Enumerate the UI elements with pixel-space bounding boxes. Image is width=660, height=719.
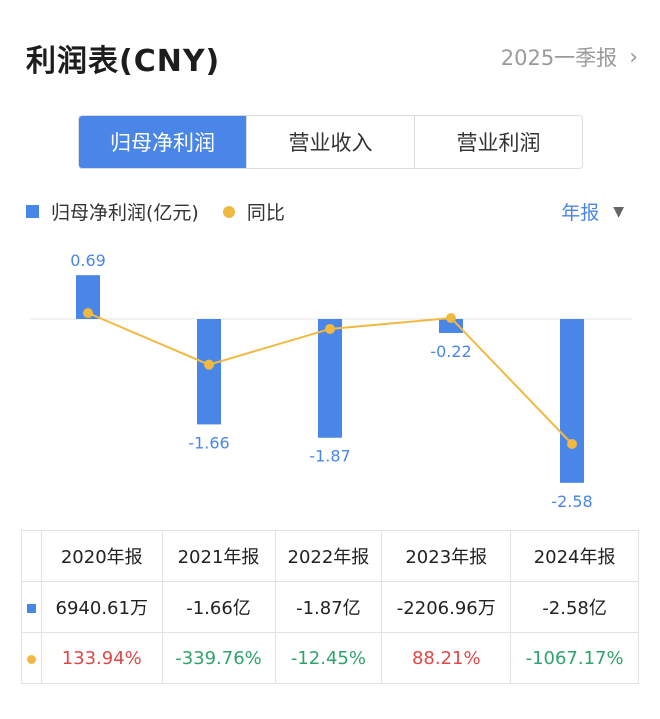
bar [439,319,463,333]
table-cell: -1.66亿 [161,581,276,633]
page-title: 利润表(CNY) [26,44,221,79]
bar-legend-square-icon [26,205,39,218]
table-cell: -1.87亿 [274,581,383,633]
table-header-row: 2020年报 2021年报 2022年报 2023年报 2024年报 [21,530,639,582]
bar-data-label: 0.69 [70,251,106,270]
yoy-point [204,359,214,370]
bar-data-label: -0.22 [430,342,471,361]
table-cell: -339.76% [161,632,276,684]
bar-data-label: -1.66 [188,433,229,452]
chevron-right-icon: › [629,44,638,70]
bar [197,319,221,425]
yoy-point [567,439,577,449]
table-cell: -2206.96万 [381,581,512,633]
table-corner-cell [21,530,42,582]
report-period-link[interactable]: 2025一季报 › [501,42,638,72]
tab-operating-profit[interactable]: 营业利润 [415,116,582,168]
caret-down-icon: ▼ [613,203,624,220]
table-cell: 88.21% [381,632,512,684]
table-header-cell: 2023年报 [381,530,512,582]
yoy-point [446,312,456,323]
table-cell: -1067.17% [510,632,639,684]
bar-legend-label: 归母净利润(亿元) [51,202,199,224]
line-legend-dot-icon [222,205,235,218]
table-cell: 133.94% [41,632,163,684]
report-period-label: 2025一季报 [500,46,618,70]
table-cell: -2.58亿 [510,581,639,633]
table-header-cell: 2022年报 [274,530,383,582]
yoy-point [83,308,93,318]
header: 利润表(CNY) 2025一季报 › [0,0,660,110]
table-row-marker [21,632,42,684]
profit-chart: 0.69 -1.66 -1.87 -0.22 -2.58 [30,251,632,511]
line-legend-label: 同比 [246,202,285,224]
tab-revenue[interactable]: 营业收入 [247,116,415,168]
table-row-marker [21,581,42,633]
bar [560,319,584,483]
bar-data-label: -2.58 [551,492,592,511]
bar [318,319,342,438]
table-cell: 6940.61万 [41,581,163,633]
table-row: 6940.61万 -1.66亿 -1.87亿 -2206.96万 -2.58亿 [21,581,639,633]
chart-legend: 归母净利润(亿元) 同比 [26,198,285,225]
period-type-select[interactable]: 年报 ▼ [561,198,624,225]
period-type-label: 年报 [561,202,600,224]
table-cell: -12.45% [274,632,383,684]
data-table: 2020年报 2021年报 2022年报 2023年报 2024年报 6940.… [21,530,639,684]
bar-square-icon [27,603,36,613]
table-header-cell: 2024年报 [510,530,639,582]
table-header-cell: 2020年报 [41,530,163,582]
tab-net-profit[interactable]: 归母净利润 [79,116,247,168]
metric-tabs: 归母净利润 营业收入 营业利润 [78,115,583,169]
line-dot-icon [27,654,36,664]
table-row: 133.94% -339.76% -12.45% 88.21% -1067.17… [21,632,639,684]
table-header-cell: 2021年报 [161,530,276,582]
bar-data-label: -1.87 [309,447,350,466]
yoy-point [325,323,335,334]
